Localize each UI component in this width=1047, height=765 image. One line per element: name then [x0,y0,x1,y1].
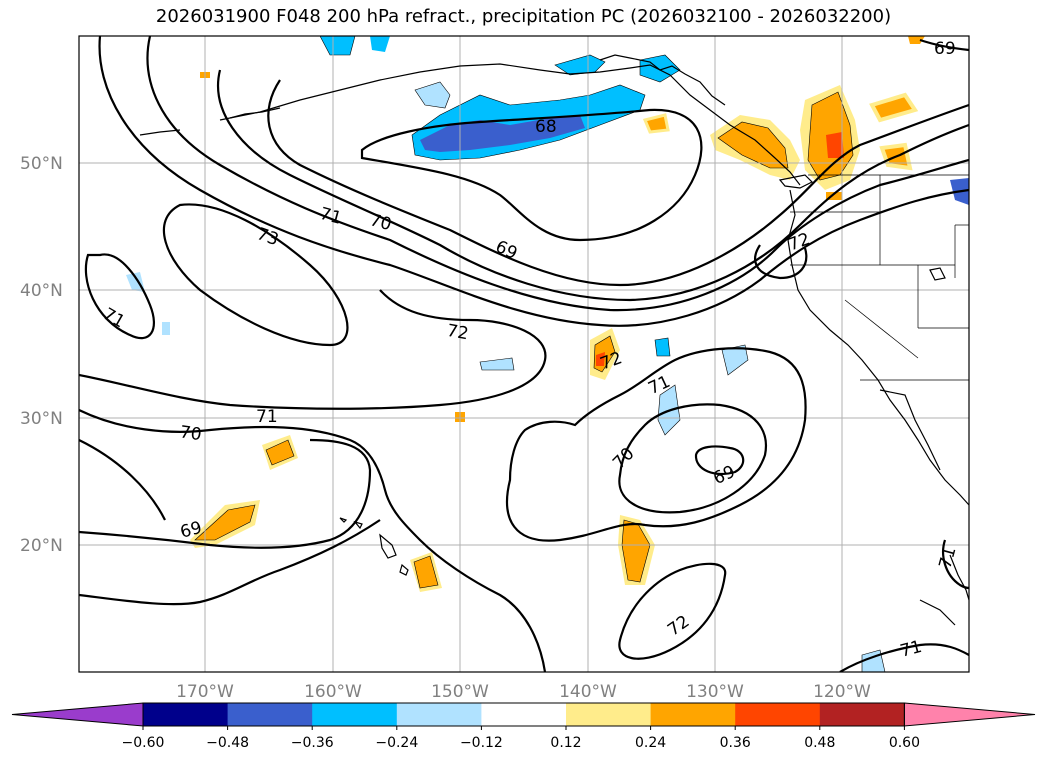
map-title: 2026031900 F048 200 hPa refract., precip… [155,6,892,27]
contour-label-68: 68 [535,117,557,137]
colorbar-tick-label: −0.36 [291,735,334,751]
lat-label-20: 20°N [20,536,63,556]
colorbar-tick-label: 0.60 [889,735,920,751]
colorbar-segment [396,703,482,726]
colorbar-segment [735,703,821,726]
colorbar-tick-label: −0.12 [460,735,503,751]
colorbar-tick-label: 0.24 [635,735,666,751]
colorbar-tick-label: −0.24 [375,735,418,751]
lon-label-140w: 140°W [559,682,617,702]
colorbar-segment [227,703,313,726]
contour-label-71-c: 71 [256,407,278,427]
lon-label-150w: 150°W [431,682,489,702]
longitude-labels: 170°W 160°W 150°W 140°W 130°W 120°W [176,682,871,702]
colorbar-tick-label: 0.36 [720,735,751,751]
colorbar-segment [650,703,736,726]
colorbar-extend-high [903,702,1036,727]
colorbar: −0.60 −0.48 −0.36 −0.24 −0.12 0.12 0.24 0.36 0.4… [11,702,1036,751]
lat-label-50: 50°N [20,154,63,174]
colorbar-segment [566,703,652,726]
colorbar-segment [143,703,229,726]
lon-label-130w: 130°W [686,682,744,702]
contour-label-69-ne: 69 [934,39,956,59]
refractivity-contours [79,36,969,672]
colorbar-extend-low [11,702,144,727]
lat-label-40: 40°N [20,281,63,301]
lon-label-160w: 160°W [304,682,362,702]
colorbar-segment [481,703,567,726]
latitude-labels: 50°N 40°N 30°N 20°N [20,154,63,556]
plot-frame [78,35,970,673]
gridlines [79,36,969,672]
colorbar-tick-label: 0.12 [550,735,581,751]
positive-precip-shading [190,36,925,592]
lon-label-120w: 120°W [813,682,871,702]
lon-label-170w: 170°W [176,682,234,702]
colorbar-segment [312,703,398,726]
colorbar-tick-label: 0.48 [804,735,835,751]
lat-label-30: 30°N [20,409,63,429]
political-borders [790,174,969,381]
contour-label-70-w: 70 [179,422,203,445]
colorbar-frame [142,702,905,727]
contour-label-72: 72 [445,321,470,344]
colorbar-tick-label: −0.48 [206,735,249,751]
colorbar-tick-label: −0.60 [122,735,165,751]
colorbar-segment [819,703,905,726]
